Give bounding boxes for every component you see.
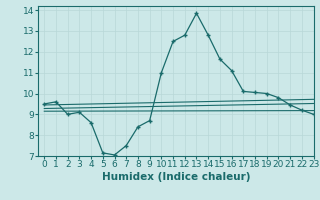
X-axis label: Humidex (Indice chaleur): Humidex (Indice chaleur) [102, 172, 250, 182]
